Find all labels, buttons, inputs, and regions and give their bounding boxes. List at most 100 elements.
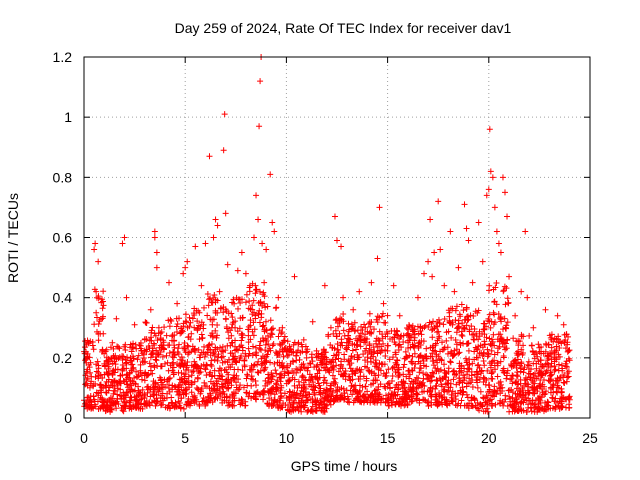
roti-point [501,339,508,346]
roti-point [329,344,336,351]
roti-point [531,380,538,387]
roti-point [297,367,304,374]
roti-point [484,367,491,374]
roti-point [374,343,381,350]
roti-point [447,320,454,327]
roti-outlier-point [479,258,486,265]
roti-outlier-point [137,369,144,376]
roti-point [507,398,514,405]
roti-point [252,377,259,384]
roti-point [185,373,192,380]
roti-point [376,338,383,345]
roti-point [489,368,496,375]
roti-point [198,349,205,356]
roti-point [480,374,487,381]
roti-point [538,372,545,379]
roti-point [450,376,457,383]
roti-point [417,328,424,335]
roti-point [509,372,516,379]
roti-point [533,360,540,367]
roti-outlier-point [269,219,276,226]
roti-point [176,315,183,322]
roti-point [540,391,547,398]
roti-point [363,345,370,352]
roti-point [382,392,389,399]
roti-point [402,395,409,402]
roti-point [150,378,157,385]
roti-point [387,385,394,392]
roti-outlier-point [560,321,567,328]
roti-point [94,314,101,321]
roti-point [476,376,483,383]
roti-point [126,405,133,412]
roti-point [416,399,423,406]
roti-point [406,394,413,401]
roti-point [475,361,482,368]
roti-point [91,398,98,405]
roti-point [366,329,373,336]
roti-point [400,371,407,378]
roti-point [562,396,569,403]
roti-point [191,346,198,353]
roti-point [406,375,413,382]
roti-point [258,362,265,369]
roti-point [283,380,290,387]
roti-point [146,400,153,407]
y-axis-label: ROTI / TECUs [5,193,21,283]
roti-point [146,360,153,367]
roti-point [433,357,440,364]
roti-point [263,337,270,344]
roti-point [441,388,448,395]
roti-point [256,319,263,326]
roti-point [144,389,151,396]
roti-point [512,379,519,386]
roti-point [223,325,230,332]
roti-outlier-point [214,222,221,229]
roti-point [258,347,265,354]
roti-point [494,387,501,394]
roti-point [157,349,164,356]
roti-point [256,307,263,314]
roti-point [512,390,519,397]
y-tick-labels: 0 0.2 0.4 0.6 0.8 1 1.2 [53,49,73,426]
roti-point [322,402,329,409]
roti-point [175,345,182,352]
roti-point [515,348,522,355]
roti-point [441,346,448,353]
roti-point [470,330,477,337]
roti-point [89,342,96,349]
roti-point [535,341,542,348]
roti-point [296,356,303,363]
y-tick-label: 0.2 [53,350,73,366]
roti-point [344,398,351,405]
roti-point [206,341,213,348]
roti-point [548,360,555,367]
roti-point [345,373,352,380]
roti-point [183,386,190,393]
roti-point [211,372,218,379]
roti-outlier-point [451,288,458,295]
roti-point [252,290,259,297]
roti-outlier-point [105,378,112,385]
roti-point [494,373,501,380]
roti-point [277,387,284,394]
roti-point [333,351,340,358]
roti-point [445,368,452,375]
roti-point [467,312,474,319]
roti-point [235,366,242,373]
roti-point [438,399,445,406]
roti-point [175,350,182,357]
roti-point [365,367,372,374]
roti-point [362,331,369,338]
roti-outlier-point [224,261,231,268]
roti-point [547,363,554,370]
roti-point [194,386,201,393]
roti-point [229,314,236,321]
roti-point [107,344,114,351]
roti-point [491,357,498,364]
roti-point [470,313,477,320]
roti-point [104,404,111,411]
roti-point [325,331,332,338]
roti-point [557,374,564,381]
roti-point [217,305,224,312]
